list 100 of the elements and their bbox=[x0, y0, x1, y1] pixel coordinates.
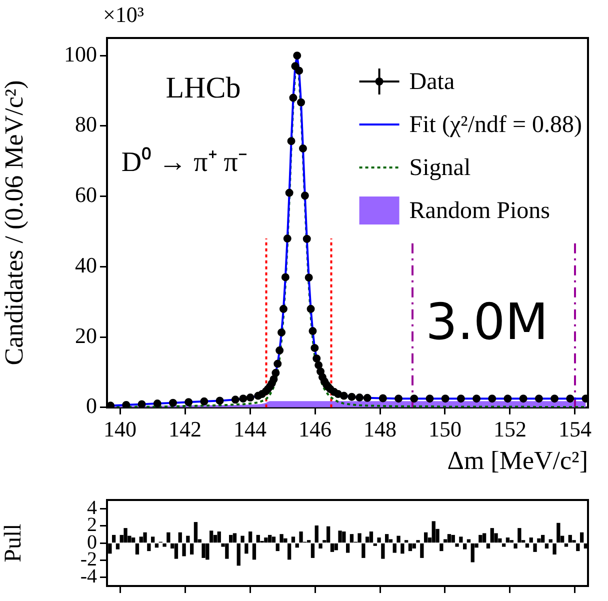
bar bbox=[166, 532, 170, 543]
bar bbox=[338, 530, 342, 543]
bar bbox=[451, 534, 455, 543]
bar bbox=[478, 534, 482, 543]
bar bbox=[404, 540, 408, 543]
bar bbox=[525, 543, 530, 548]
bar bbox=[580, 532, 584, 543]
x-tick-label: 154 bbox=[558, 416, 592, 442]
y-tick-label: 60 bbox=[75, 182, 97, 208]
bar bbox=[432, 521, 436, 543]
bar bbox=[150, 536, 155, 543]
bar bbox=[112, 534, 116, 543]
bar bbox=[358, 533, 362, 543]
legend-label: Signal bbox=[409, 154, 471, 181]
bar bbox=[518, 528, 522, 543]
bar bbox=[556, 522, 560, 543]
bar bbox=[154, 543, 159, 548]
bar bbox=[342, 531, 346, 543]
y-tick-label: 80 bbox=[75, 112, 97, 137]
bar bbox=[564, 543, 568, 547]
x-tick-label: 142 bbox=[168, 416, 202, 442]
bar bbox=[510, 540, 514, 543]
bar bbox=[143, 532, 147, 543]
bar bbox=[178, 532, 182, 543]
x-tick-label: 140 bbox=[104, 416, 136, 442]
text: ×10³ bbox=[103, 2, 144, 27]
bar bbox=[244, 543, 248, 554]
bar bbox=[514, 543, 518, 548]
bar bbox=[420, 543, 424, 558]
bar bbox=[470, 543, 474, 562]
bar bbox=[533, 543, 537, 552]
bar bbox=[552, 543, 556, 555]
bar bbox=[287, 543, 292, 560]
bar bbox=[392, 543, 396, 553]
bar bbox=[174, 543, 178, 559]
legend-label: Fit (χ²/ndf = 0.88) bbox=[409, 112, 582, 138]
bar bbox=[384, 534, 389, 543]
x-tick-label: 152 bbox=[494, 416, 526, 442]
bar bbox=[280, 534, 284, 543]
bar bbox=[318, 543, 322, 548]
y-tick-label: 0 bbox=[86, 393, 97, 418]
bar bbox=[291, 536, 296, 543]
bar bbox=[202, 543, 206, 558]
bar bbox=[209, 530, 214, 543]
bar bbox=[135, 543, 140, 555]
bar bbox=[506, 538, 510, 543]
bar bbox=[369, 531, 374, 543]
bar bbox=[190, 543, 194, 555]
bar bbox=[482, 533, 486, 543]
bar bbox=[568, 534, 572, 543]
bar bbox=[529, 538, 533, 543]
bar bbox=[486, 543, 490, 548]
bar bbox=[326, 526, 330, 543]
bar bbox=[182, 543, 186, 556]
bar bbox=[381, 543, 385, 559]
bar bbox=[295, 543, 299, 548]
bar bbox=[459, 536, 463, 543]
bar bbox=[268, 534, 272, 543]
y-axis-title: Candidates / (0.06 MeV/c²) bbox=[0, 80, 28, 366]
bar bbox=[373, 543, 377, 546]
bar bbox=[284, 538, 288, 543]
bar bbox=[576, 543, 580, 552]
bar bbox=[116, 543, 120, 550]
bar bbox=[350, 534, 354, 543]
x-tick-label: 148 bbox=[364, 416, 396, 442]
bar bbox=[334, 543, 338, 550]
bar bbox=[412, 543, 416, 548]
bar bbox=[466, 539, 471, 543]
bar bbox=[447, 534, 452, 543]
bar bbox=[162, 543, 166, 547]
bar bbox=[310, 543, 315, 558]
bar bbox=[194, 522, 198, 543]
x-tick-label: 150 bbox=[428, 416, 462, 442]
bar bbox=[248, 531, 252, 543]
bar bbox=[252, 543, 256, 560]
bar bbox=[306, 540, 311, 543]
bar bbox=[236, 543, 240, 566]
bar bbox=[147, 543, 151, 552]
legend-label: Random Pions bbox=[409, 198, 550, 224]
bar bbox=[396, 536, 400, 543]
bar bbox=[314, 525, 318, 543]
bar bbox=[424, 532, 428, 543]
x-tick-label: 144 bbox=[234, 416, 266, 442]
bar bbox=[330, 543, 334, 552]
y-tick-label: 40 bbox=[75, 252, 97, 278]
bar bbox=[377, 538, 381, 543]
bar bbox=[502, 543, 506, 547]
x-axis-title: Δm [MeV/c²] bbox=[447, 446, 588, 476]
bar bbox=[186, 536, 190, 543]
bar bbox=[362, 543, 366, 558]
x-tick-label: 146 bbox=[298, 416, 332, 442]
bar bbox=[124, 528, 128, 543]
annotation: LHCb bbox=[166, 72, 241, 105]
bar bbox=[256, 534, 260, 543]
legend-label: Data bbox=[409, 68, 455, 95]
bar bbox=[240, 536, 244, 543]
bar bbox=[462, 543, 467, 550]
annotation: D⁰ → π⁺ π⁻ bbox=[121, 146, 247, 178]
bar bbox=[264, 538, 268, 543]
bar bbox=[440, 543, 444, 552]
